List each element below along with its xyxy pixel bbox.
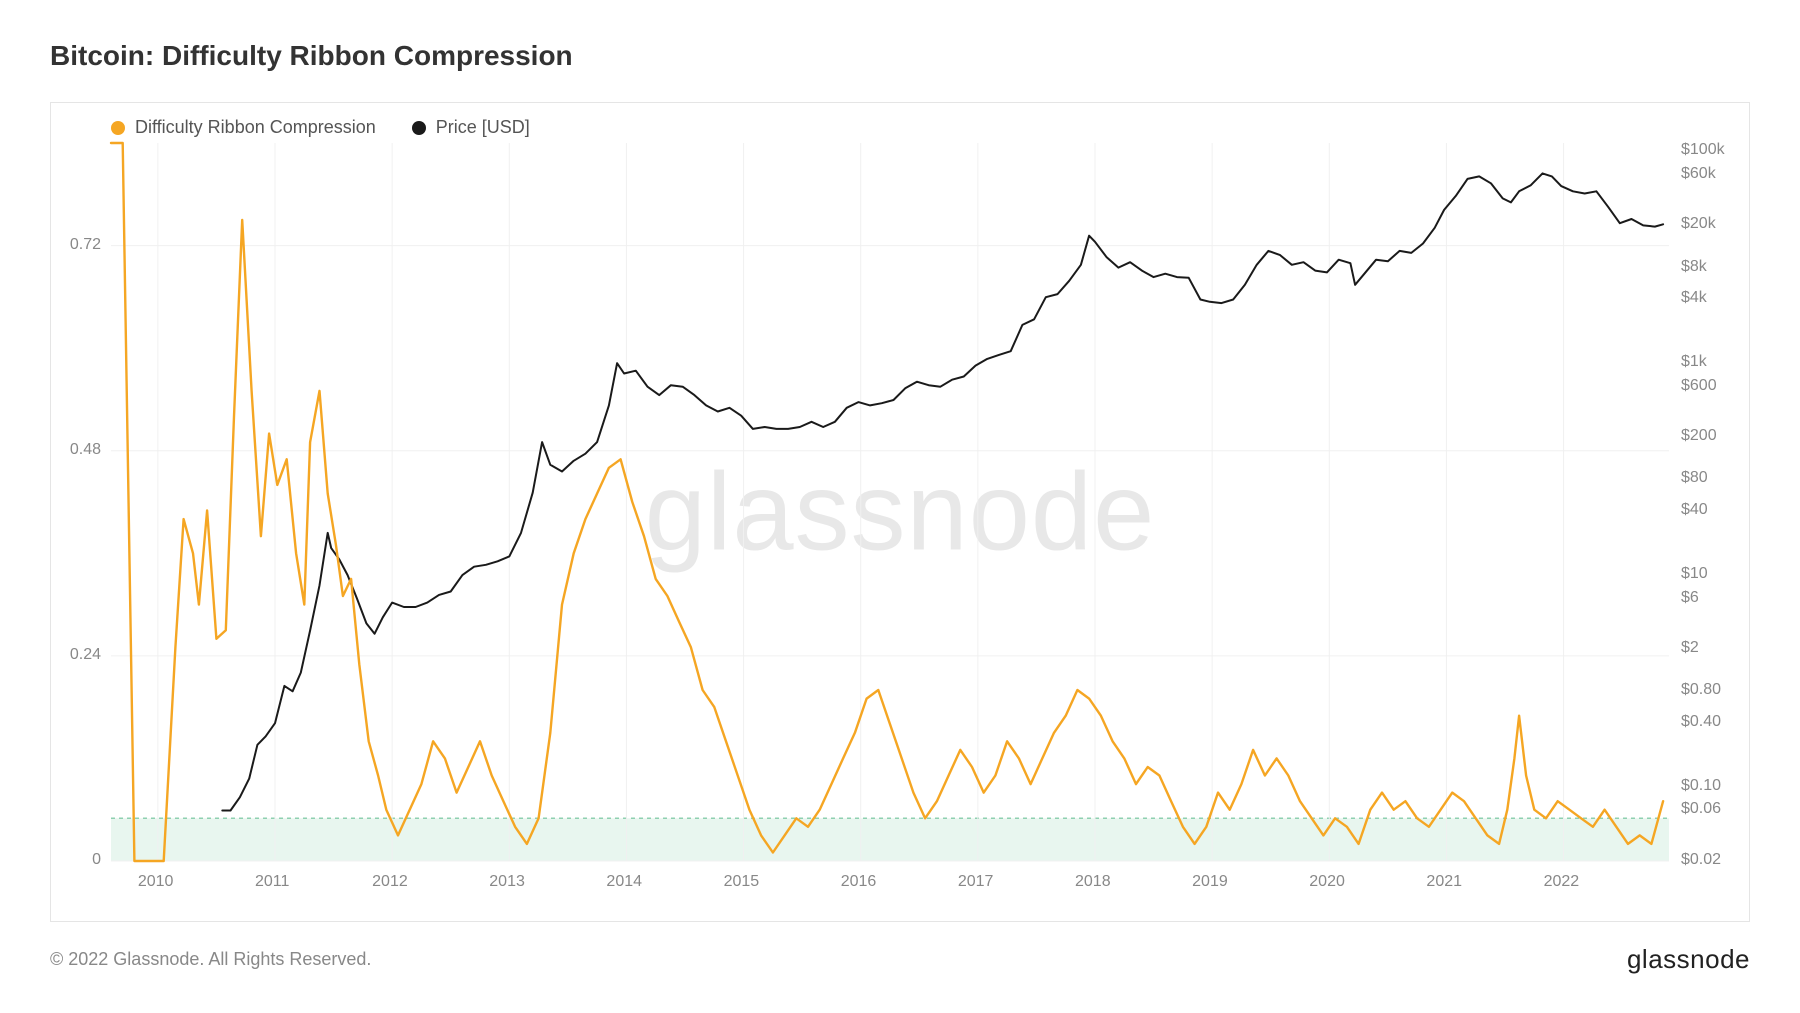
- y-right-tick-label: $10: [1681, 565, 1708, 583]
- x-tick-label: 2010: [138, 873, 174, 891]
- y-right-tick-label: $60k: [1681, 165, 1716, 183]
- x-tick-label: 2012: [372, 873, 408, 891]
- y-right-tick-label: $600: [1681, 377, 1717, 395]
- legend-label-price: Price [USD]: [436, 117, 530, 138]
- y-right-tick-label: $80: [1681, 469, 1708, 487]
- chart-title: Bitcoin: Difficulty Ribbon Compression: [50, 40, 1750, 72]
- y-right-tick-label: $200: [1681, 427, 1717, 445]
- x-tick-label: 2019: [1192, 873, 1228, 891]
- legend-dot-drc: [111, 121, 125, 135]
- footer: © 2022 Glassnode. All Rights Reserved. g…: [50, 944, 1750, 975]
- y-left-tick-label: 0.48: [61, 441, 101, 459]
- chart-frame: Difficulty Ribbon Compression Price [USD…: [50, 102, 1750, 922]
- y-right-tick-label: $1k: [1681, 353, 1707, 371]
- x-tick-label: 2013: [489, 873, 525, 891]
- x-tick-label: 2015: [724, 873, 760, 891]
- x-tick-label: 2021: [1426, 873, 1462, 891]
- plot-area: 2010201120122013201420152016201720182019…: [111, 143, 1669, 861]
- x-tick-label: 2017: [958, 873, 994, 891]
- y-right-tick-label: $8k: [1681, 258, 1707, 276]
- y-right-tick-label: $4k: [1681, 289, 1707, 307]
- legend-item-price: Price [USD]: [412, 117, 530, 138]
- legend-dot-price: [412, 121, 426, 135]
- y-left-tick-label: 0.72: [61, 236, 101, 254]
- copyright-text: © 2022 Glassnode. All Rights Reserved.: [50, 949, 371, 970]
- y-right-tick-label: $0.80: [1681, 681, 1721, 699]
- y-right-tick-label: $0.10: [1681, 777, 1721, 795]
- legend-item-drc: Difficulty Ribbon Compression: [111, 117, 376, 138]
- y-right-tick-label: $2: [1681, 639, 1699, 657]
- y-right-tick-label: $20k: [1681, 215, 1716, 233]
- x-tick-label: 2014: [606, 873, 642, 891]
- x-tick-label: 2011: [255, 873, 289, 891]
- y-left-tick-label: 0: [61, 851, 101, 869]
- legend-label-drc: Difficulty Ribbon Compression: [135, 117, 376, 138]
- chart-legend: Difficulty Ribbon Compression Price [USD…: [111, 117, 530, 138]
- x-tick-label: 2018: [1075, 873, 1111, 891]
- y-right-tick-label: $100k: [1681, 141, 1725, 159]
- x-tick-label: 2020: [1309, 873, 1345, 891]
- y-right-tick-label: $0.06: [1681, 800, 1721, 818]
- x-tick-label: 2022: [1544, 873, 1580, 891]
- brand-logo: glassnode: [1627, 944, 1750, 975]
- y-right-tick-label: $40: [1681, 501, 1708, 519]
- y-left-tick-label: 0.24: [61, 646, 101, 664]
- y-right-tick-label: $6: [1681, 589, 1699, 607]
- y-right-tick-label: $0.02: [1681, 851, 1721, 869]
- price-line: [222, 173, 1663, 810]
- x-tick-label: 2016: [841, 873, 877, 891]
- y-right-tick-label: $0.40: [1681, 713, 1721, 731]
- drc-line: [111, 143, 1663, 861]
